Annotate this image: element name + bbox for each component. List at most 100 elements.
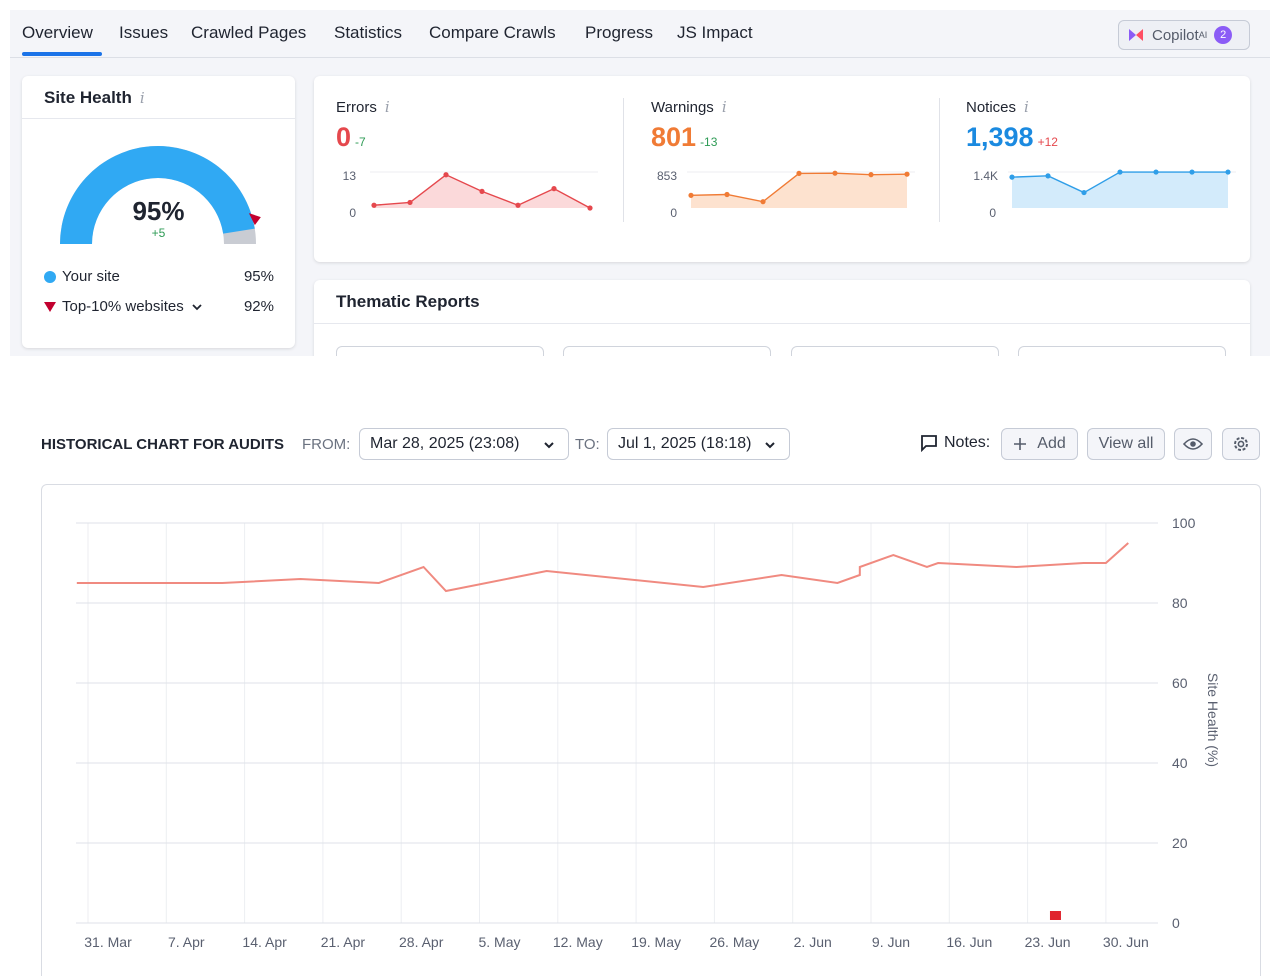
errors-value: 0 — [336, 122, 352, 152]
x-tick-label: 19. May — [631, 934, 681, 950]
sparkline-area — [691, 173, 907, 208]
sparkline-point — [479, 188, 485, 194]
thematic-report-tile[interactable] — [563, 346, 771, 356]
legend-top-websites-label: Top-10% websites — [62, 298, 184, 315]
errors-sparkline — [370, 171, 598, 211]
tab-compare-crawls[interactable]: Compare Crawls — [429, 23, 556, 42]
add-note-label: Add — [1037, 435, 1066, 452]
x-tick-label: 14. Apr — [242, 934, 287, 950]
top-websites-marker — [248, 213, 261, 226]
x-tick-label: 31. Mar — [84, 934, 132, 950]
comment-icon — [921, 435, 937, 452]
warnings-ymax: 853 — [656, 169, 677, 183]
tab-statistics[interactable]: Statistics — [334, 23, 403, 42]
copilot-label: Copilot — [1152, 26, 1199, 44]
x-tick-label: 28. Apr — [399, 934, 444, 950]
info-icon[interactable]: i — [721, 98, 727, 116]
overview-panel: Overview Issues Crawled Pages Statistics… — [10, 10, 1270, 356]
notices-block[interactable]: Notices i 1,398 +12 1.4K 0 — [966, 76, 1236, 262]
info-icon[interactable]: i — [384, 98, 390, 116]
historical-chart-frame: 31. Mar 7. Apr 14. Apr 21. Apr 28. Apr 5. May… — [41, 484, 1261, 976]
y-tick-label: 100 — [1172, 515, 1196, 531]
warnings-change: -13 — [700, 135, 718, 149]
divider — [623, 98, 624, 222]
copilot-ai-sup: AI — [1198, 30, 1208, 40]
tab-overview[interactable]: Overview — [22, 23, 93, 42]
sparkline-point — [1153, 169, 1159, 175]
tab-progress[interactable]: Progress — [585, 23, 654, 42]
notices-value: 1,398 — [966, 122, 1034, 152]
add-note-button[interactable]: Add — [1001, 428, 1078, 460]
info-icon[interactable]: i — [139, 89, 145, 107]
y-tick-label: 20 — [1172, 835, 1188, 851]
sparkline-point — [551, 186, 557, 192]
notices-sparkline — [1008, 169, 1236, 208]
errors-ymax: 13 — [342, 169, 356, 183]
gear-icon — [1234, 437, 1248, 451]
chevron-down-icon[interactable] — [190, 300, 204, 314]
site-health-series-line — [76, 542, 1129, 593]
plus-icon — [1014, 438, 1027, 450]
warnings-ymin: 0 — [670, 206, 677, 220]
legend-top-websites-value: 92% — [243, 298, 274, 315]
tab-crawled-pages[interactable]: Crawled Pages — [191, 23, 307, 42]
issues-summary-card: Errors i 0 -7 13 0 Warnings i 801 -13 853 0 … — [314, 76, 1250, 262]
thematic-reports-card: Thematic Reports — [314, 280, 1250, 356]
notices-ymax: 1.4K — [973, 169, 998, 183]
sparkline-point — [515, 202, 521, 208]
warnings-sparkline — [687, 170, 915, 208]
sparkline-point — [724, 191, 730, 198]
from-label: FROM: — [302, 436, 351, 453]
sparkline-point — [1045, 173, 1051, 179]
from-date-select[interactable]: Mar 28, 2025 (23:08) — [359, 428, 569, 460]
site-health-line-chart: 31. Mar 7. Apr 14. Apr 21. Apr 28. Apr 5. May… — [76, 515, 1221, 950]
info-icon[interactable]: i — [1024, 98, 1029, 116]
tab-js-impact[interactable]: JS Impact — [677, 23, 753, 42]
to-date-select[interactable]: Jul 1, 2025 (18:18) — [607, 428, 790, 460]
copilot-button[interactable]: Copilot AI 2 — [1118, 20, 1250, 50]
errors-change: -7 — [355, 135, 366, 149]
y-axis-label: Site Health (%) — [1205, 673, 1221, 767]
warnings-value: 801 — [651, 122, 697, 152]
legend-your-site: Your site 95% — [44, 268, 274, 285]
sparkline-point — [1081, 189, 1087, 196]
tab-issues[interactable]: Issues — [119, 23, 169, 42]
visibility-toggle-button[interactable] — [1174, 428, 1212, 460]
x-tick-label: 5. May — [478, 934, 520, 950]
legend-top-websites[interactable]: Top-10% websites 92% — [44, 298, 274, 315]
thematic-report-tile[interactable] — [336, 346, 544, 356]
y-tick-label: 80 — [1172, 595, 1188, 611]
sparkline-point — [371, 202, 377, 208]
top-websites-triangle-icon — [44, 301, 56, 312]
errors-ymin: 0 — [349, 206, 356, 220]
sparkline-point — [868, 172, 874, 178]
x-tick-label: 12. May — [553, 934, 603, 950]
copilot-icon — [1129, 29, 1143, 41]
to-date-value: Jul 1, 2025 (18:18) — [618, 435, 752, 452]
x-tick-label: 21. Apr — [321, 934, 366, 950]
active-tab-indicator — [22, 52, 102, 56]
x-tick-label: 2. Jun — [794, 934, 832, 950]
thematic-report-tile[interactable] — [791, 346, 999, 356]
sparkline-point — [904, 171, 910, 177]
historical-chart-panel: HISTORICAL CHART FOR AUDITS FROM: Mar 28… — [18, 406, 1270, 976]
notes-label: Notes: — [944, 434, 991, 451]
view-all-notes-button[interactable]: View all — [1087, 428, 1165, 460]
sparkline-point — [1117, 169, 1123, 175]
gauge-fill — [60, 146, 255, 244]
settings-button[interactable] — [1222, 428, 1260, 460]
site-health-delta: +5 — [151, 226, 166, 240]
notes-label-group: Notes: — [920, 434, 990, 452]
legend-your-site-label: Your site — [62, 268, 120, 285]
warnings-label: Warnings — [651, 99, 714, 116]
sparkline-point — [832, 170, 838, 176]
errors-label: Errors — [336, 99, 377, 116]
errors-block[interactable]: Errors i 0 -7 13 0 — [336, 76, 606, 262]
x-tick-label: 30. Jun — [1103, 934, 1149, 950]
site-health-header: Site Health i — [22, 76, 295, 119]
x-tick-label: 7. Apr — [168, 934, 205, 950]
site-health-title: Site Health — [44, 88, 132, 107]
thematic-report-tile[interactable] — [1018, 346, 1226, 356]
warnings-block[interactable]: Warnings i 801 -13 853 0 — [651, 76, 921, 262]
sparkline-point — [1009, 174, 1015, 180]
